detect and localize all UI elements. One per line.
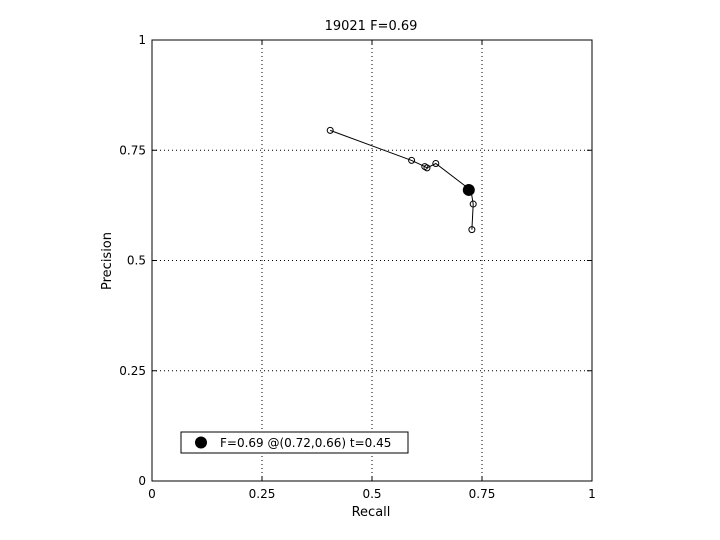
y-tick-label: 1 (138, 33, 146, 47)
legend-box (180, 431, 409, 454)
series-layer (326, 126, 477, 234)
data-point (423, 164, 431, 172)
data-point (326, 126, 334, 134)
y-tick-label: 0.5 (127, 254, 146, 268)
legend-marker (195, 436, 207, 449)
series-line (330, 129, 474, 230)
chart-title: 19021 F=0.69 (325, 19, 418, 34)
ticks: 0 0.25 0.5 0.75 1 0 0.25 0.5 0.75 1 (119, 33, 596, 501)
y-tick-label: 0.75 (119, 143, 146, 157)
x-tick-label: 0.5 (362, 487, 381, 501)
data-point (408, 156, 416, 164)
x-axis-label: Recall (352, 505, 391, 520)
x-tick-label: 1 (588, 487, 596, 501)
y-tick-label: 0.25 (119, 364, 146, 378)
grid (152, 40, 592, 481)
best-f-point (462, 183, 475, 196)
y-axis-label: Precision (100, 232, 115, 290)
y-tick-label: 0 (138, 474, 146, 488)
data-point (469, 200, 477, 208)
x-tick-label: 0.75 (469, 487, 496, 501)
x-tick-label: 0 (148, 487, 156, 501)
x-tick-label: 0.25 (249, 487, 276, 501)
legend: F=0.69 @(0.72,0.66) t=0.45 (180, 431, 409, 454)
legend-label: F=0.69 @(0.72,0.66) t=0.45 (220, 436, 391, 450)
data-point (468, 226, 476, 234)
data-point (432, 159, 440, 167)
